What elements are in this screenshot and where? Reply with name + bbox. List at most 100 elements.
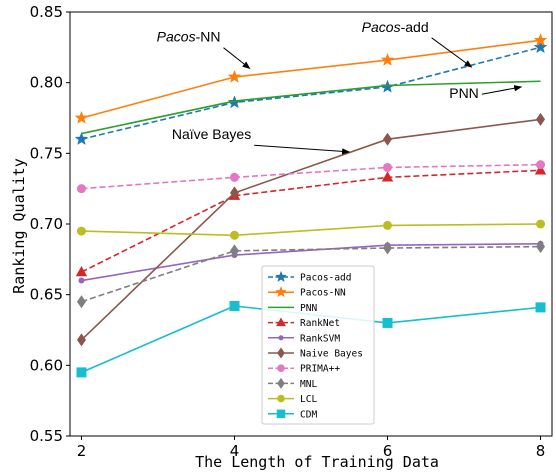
star-marker bbox=[533, 33, 548, 47]
y-axis-label: Ranking Quality bbox=[10, 158, 28, 293]
square-marker bbox=[276, 409, 286, 419]
diamond-marker bbox=[383, 132, 393, 146]
annotation-arrow bbox=[223, 47, 251, 70]
series-pnn bbox=[81, 80, 541, 135]
legend-entry: PRIMA++ bbox=[268, 364, 340, 375]
square-marker bbox=[76, 367, 87, 378]
star-marker bbox=[74, 131, 89, 146]
legend-label: CDM bbox=[300, 409, 317, 420]
series-lcl bbox=[76, 219, 546, 240]
y-tick-label: 0.85 bbox=[30, 3, 63, 21]
square-marker bbox=[535, 302, 546, 313]
star-marker bbox=[380, 52, 395, 66]
y-tick-label: 0.80 bbox=[30, 74, 63, 92]
dot-marker bbox=[78, 277, 85, 284]
y-tick-label: 0.70 bbox=[30, 215, 63, 233]
legend-box bbox=[261, 265, 375, 425]
y-tick-label: 0.55 bbox=[30, 427, 63, 445]
triangle-marker bbox=[534, 164, 547, 175]
legend-entry: PNN bbox=[268, 303, 317, 314]
legend-entry: LCL bbox=[268, 394, 317, 405]
legend-label: RankNet bbox=[300, 318, 340, 329]
y-tick-label: 0.65 bbox=[30, 286, 63, 304]
x-tick-label: 8 bbox=[536, 442, 546, 460]
diamond-marker bbox=[277, 377, 285, 389]
square-marker bbox=[229, 300, 240, 311]
legend-entry: Pacos-NN bbox=[268, 285, 346, 299]
legend-entry: Naive Bayes bbox=[268, 347, 363, 360]
diamond-marker bbox=[229, 244, 239, 258]
legend-label: MNL bbox=[300, 379, 317, 390]
star-marker bbox=[275, 285, 287, 298]
series-line bbox=[81, 163, 541, 190]
diamond-marker bbox=[277, 347, 285, 359]
star-marker bbox=[275, 270, 287, 283]
star-marker bbox=[74, 110, 89, 124]
series-line bbox=[80, 118, 541, 341]
annotations: Pacos-NN Pacos-add PNN Naïve Bayes bbox=[157, 19, 523, 155]
x-tick-label: 4 bbox=[230, 442, 240, 460]
circle-marker bbox=[229, 230, 239, 240]
x-tick-label: 6 bbox=[383, 442, 393, 460]
legend-label: PRIMA++ bbox=[300, 364, 340, 375]
circle-marker bbox=[536, 160, 546, 170]
annotation-arrow bbox=[431, 37, 473, 68]
axes: 2 4 6 8 0.55 0.60 0.65 0.70 0.75 0.80 0.85 bbox=[30, 3, 553, 460]
triangle-marker bbox=[276, 317, 286, 327]
series-line bbox=[81, 80, 541, 135]
series-line bbox=[81, 169, 541, 273]
legend-label: Pacos-NN bbox=[300, 288, 346, 299]
diamond-marker bbox=[383, 241, 393, 255]
legend-label: Naive Bayes bbox=[300, 349, 363, 360]
annotation-label: Naïve Bayes bbox=[172, 126, 251, 142]
annotation-pacos-add: Pacos-add bbox=[362, 19, 473, 68]
circle-marker bbox=[277, 394, 285, 403]
legend-entry: Pacos-add bbox=[268, 270, 351, 284]
legend-label: RankSVM bbox=[300, 333, 340, 344]
annotation-pnn: PNN bbox=[449, 85, 523, 101]
annotation-pacos-nn: Pacos-NN bbox=[157, 29, 251, 70]
triangle-marker bbox=[75, 266, 88, 277]
y-tick-label: 0.60 bbox=[30, 356, 63, 374]
series-line bbox=[81, 245, 541, 303]
legend-entry: RankSVM bbox=[268, 333, 340, 344]
dot-marker bbox=[278, 335, 284, 341]
diamond-marker bbox=[536, 112, 546, 126]
circle-marker bbox=[76, 226, 86, 236]
annotation-naive-bayes: Naïve Bayes bbox=[172, 126, 351, 155]
series-ranknet bbox=[75, 164, 547, 277]
circle-marker bbox=[277, 364, 285, 373]
annotation-label: Pacos-add bbox=[362, 19, 429, 35]
series-line bbox=[81, 223, 541, 237]
legend-label: PNN bbox=[300, 303, 317, 314]
series-prima- bbox=[76, 160, 546, 194]
x-axis-label: The Length of Training Data bbox=[195, 453, 439, 471]
legend-entry: RankNet bbox=[268, 317, 340, 329]
y-tick-label: 0.75 bbox=[30, 144, 63, 162]
series-line bbox=[81, 39, 541, 119]
legend-entry: CDM bbox=[268, 409, 317, 420]
diamond-marker bbox=[536, 240, 546, 254]
diamond-marker bbox=[229, 186, 239, 200]
x-tick-label: 2 bbox=[77, 442, 87, 460]
legend-label: LCL bbox=[300, 394, 317, 405]
legend: Pacos-add Pacos-NN PNN RankNet RankSVM Naive … bbox=[261, 265, 375, 425]
circle-marker bbox=[383, 162, 393, 172]
diamond-marker bbox=[76, 333, 86, 347]
annotation-arrow bbox=[481, 85, 523, 95]
star-marker bbox=[227, 69, 242, 83]
circle-marker bbox=[536, 219, 546, 229]
legend-label: Pacos-add bbox=[300, 273, 351, 284]
circle-marker bbox=[76, 184, 86, 194]
series-mnl bbox=[76, 240, 546, 309]
annotation-label: Pacos-NN bbox=[157, 29, 221, 45]
legend-entry: MNL bbox=[268, 377, 317, 390]
circle-marker bbox=[229, 172, 239, 182]
series-naive-bayes bbox=[76, 112, 546, 347]
series-pacos-nn bbox=[74, 33, 548, 124]
star-marker bbox=[533, 40, 548, 54]
annotation-arrow bbox=[254, 144, 351, 155]
triangle-marker bbox=[381, 171, 394, 182]
annotation-label: PNN bbox=[449, 85, 479, 101]
